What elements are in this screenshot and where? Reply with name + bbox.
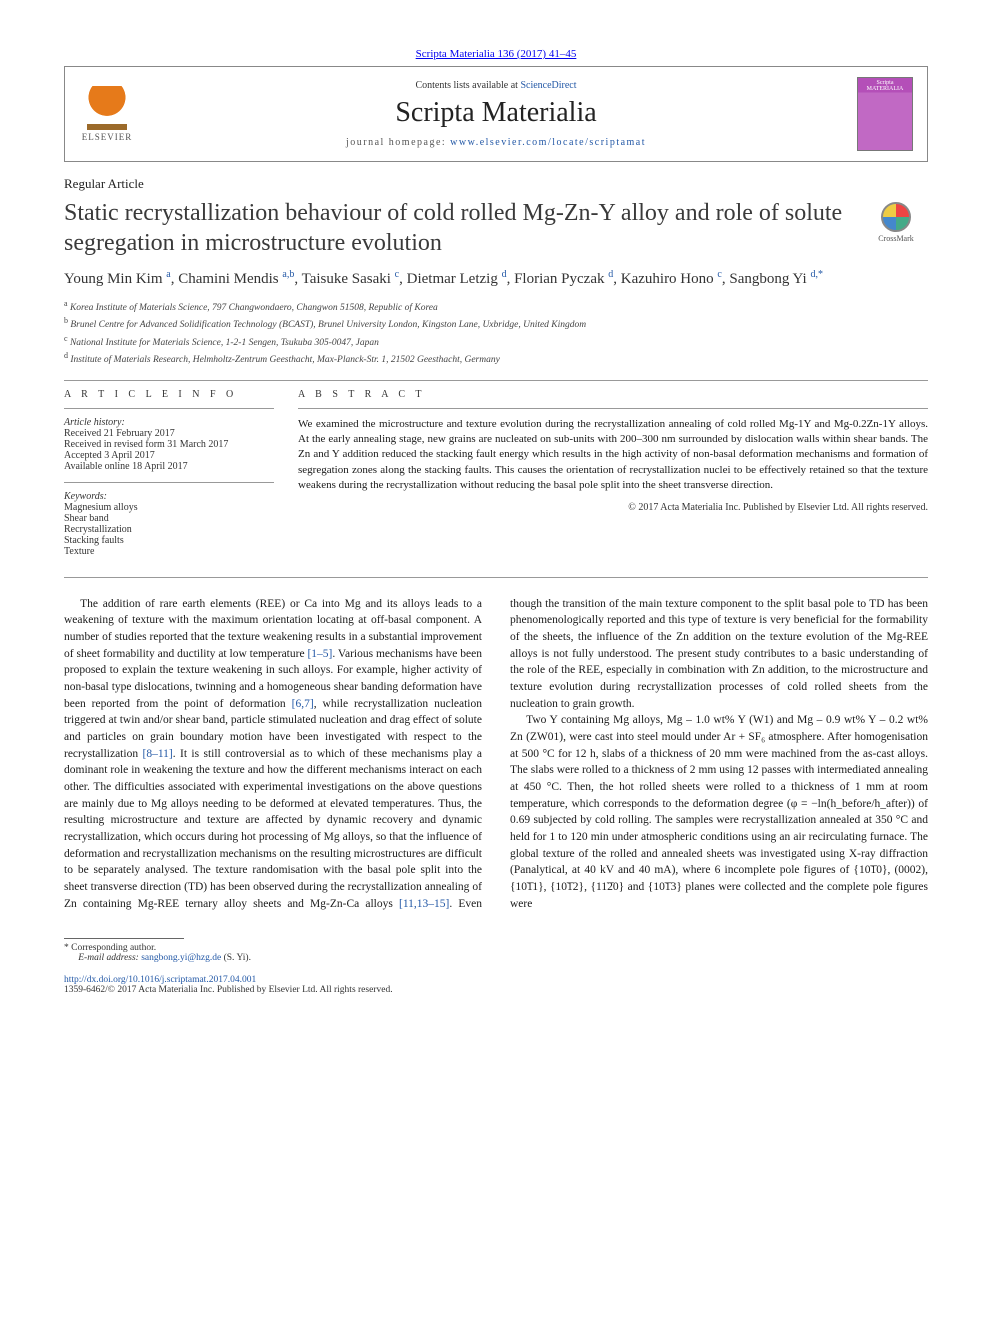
footnote-separator bbox=[64, 938, 184, 939]
citation-link[interactable]: [11,13–15] bbox=[399, 898, 449, 910]
journal-homepage-line: journal homepage: www.elsevier.com/locat… bbox=[135, 137, 857, 148]
page: Scripta Materialia 136 (2017) 41–45 ELSE… bbox=[0, 0, 992, 1035]
keyword-item: Shear band bbox=[64, 513, 274, 524]
history-line: Received 21 February 2017 bbox=[64, 428, 274, 439]
email-label: E-mail address: bbox=[78, 953, 139, 963]
affiliation-item: d Institute of Materials Research, Helmh… bbox=[64, 350, 928, 367]
footer-copyright: 1359-6462/© 2017 Acta Materialia Inc. Pu… bbox=[64, 985, 928, 995]
meta-abstract-row: A R T I C L E I N F O Article history: R… bbox=[64, 389, 928, 567]
keywords-lines: Magnesium alloysShear bandRecrystallizat… bbox=[64, 502, 274, 557]
journal-homepage-link[interactable]: www.elsevier.com/locate/scriptamat bbox=[450, 137, 646, 148]
affiliation-list: a Korea Institute of Materials Science, … bbox=[64, 298, 928, 368]
article-history-block: Article history: Received 21 February 20… bbox=[64, 417, 274, 472]
journal-reference: Scripta Materialia 136 (2017) 41–45 bbox=[64, 48, 928, 60]
keyword-item: Texture bbox=[64, 546, 274, 557]
divider bbox=[64, 482, 274, 483]
divider bbox=[64, 380, 928, 381]
crossmark-label: CrossMark bbox=[878, 234, 914, 243]
contents-prefix: Contents lists available at bbox=[415, 80, 520, 91]
history-line: Accepted 3 April 2017 bbox=[64, 450, 274, 461]
citation-link[interactable]: [6,7] bbox=[292, 698, 314, 710]
article-info-heading: A R T I C L E I N F O bbox=[64, 389, 274, 400]
divider bbox=[298, 408, 928, 409]
history-line: Available online 18 April 2017 bbox=[64, 461, 274, 472]
divider bbox=[64, 408, 274, 409]
article-info-column: A R T I C L E I N F O Article history: R… bbox=[64, 389, 274, 567]
keyword-item: Recrystallization bbox=[64, 524, 274, 535]
title-row: Static recrystallization behaviour of co… bbox=[64, 198, 928, 268]
citation-link[interactable]: [1–5] bbox=[307, 648, 332, 660]
affiliation-item: c National Institute for Materials Scien… bbox=[64, 333, 928, 350]
author-list: Young Min Kim a, Chamini Mendis a,b, Tai… bbox=[64, 268, 928, 290]
journal-reference-link[interactable]: Scripta Materialia 136 (2017) 41–45 bbox=[416, 48, 577, 60]
crossmark-badge[interactable]: CrossMark bbox=[864, 202, 928, 243]
publisher-logo-text: ELSEVIER bbox=[82, 132, 133, 142]
body-text: . It is still controversial as to which … bbox=[64, 748, 482, 893]
keywords-label: Keywords: bbox=[64, 491, 274, 502]
abstract-copyright: © 2017 Acta Materialia Inc. Published by… bbox=[298, 502, 928, 513]
body-paragraph-2: Two Y containing Mg alloys, Mg – 1.0 wt%… bbox=[510, 712, 928, 912]
journal-cover-thumbnail: Scripta MATERIALIA bbox=[857, 77, 913, 151]
affiliation-item: a Korea Institute of Materials Science, … bbox=[64, 298, 928, 315]
keywords-block: Keywords: Magnesium alloysShear bandRecr… bbox=[64, 491, 274, 557]
abstract-column: A B S T R A C T We examined the microstr… bbox=[298, 389, 928, 567]
article-history-lines: Received 21 February 2017Received in rev… bbox=[64, 428, 274, 472]
crossmark-icon bbox=[881, 202, 911, 232]
body-text: Two Y containing Mg alloys, Mg – 1.0 wt%… bbox=[510, 714, 928, 909]
journal-header-box: ELSEVIER Contents lists available at Sci… bbox=[64, 66, 928, 162]
elsevier-tree-icon bbox=[87, 86, 127, 130]
homepage-prefix: journal homepage: bbox=[346, 137, 450, 148]
journal-name: Scripta Materialia bbox=[135, 97, 857, 129]
sciencedirect-link[interactable]: ScienceDirect bbox=[520, 80, 576, 91]
page-footer: * Corresponding author. E-mail address: … bbox=[64, 938, 928, 995]
corresponding-label: * Corresponding author. bbox=[64, 943, 156, 953]
keyword-item: Stacking faults bbox=[64, 535, 274, 546]
citation-link[interactable]: [8–11] bbox=[142, 748, 172, 760]
corresponding-email-link[interactable]: sangbong.yi@hzg.de bbox=[141, 953, 221, 963]
corresponding-author-note: * Corresponding author. E-mail address: … bbox=[64, 943, 928, 963]
contents-lists-line: Contents lists available at ScienceDirec… bbox=[135, 80, 857, 91]
divider bbox=[64, 577, 928, 578]
history-line: Received in revised form 31 March 2017 bbox=[64, 439, 274, 450]
body-text-columns: The addition of rare earth elements (REE… bbox=[64, 596, 928, 913]
abstract-heading: A B S T R A C T bbox=[298, 389, 928, 400]
article-history-label: Article history: bbox=[64, 417, 274, 428]
email-suffix: (S. Yi). bbox=[224, 953, 251, 963]
header-center: Contents lists available at ScienceDirec… bbox=[135, 80, 857, 148]
doi-line: http://dx.doi.org/10.1016/j.scriptamat.2… bbox=[64, 975, 928, 985]
abstract-text: We examined the microstructure and textu… bbox=[298, 417, 928, 494]
keyword-item: Magnesium alloys bbox=[64, 502, 274, 513]
affiliation-item: b Brunel Centre for Advanced Solidificat… bbox=[64, 315, 928, 332]
article-type: Regular Article bbox=[64, 176, 928, 192]
doi-link[interactable]: http://dx.doi.org/10.1016/j.scriptamat.2… bbox=[64, 975, 256, 985]
article-title: Static recrystallization behaviour of co… bbox=[64, 198, 846, 258]
publisher-logo: ELSEVIER bbox=[79, 82, 135, 146]
